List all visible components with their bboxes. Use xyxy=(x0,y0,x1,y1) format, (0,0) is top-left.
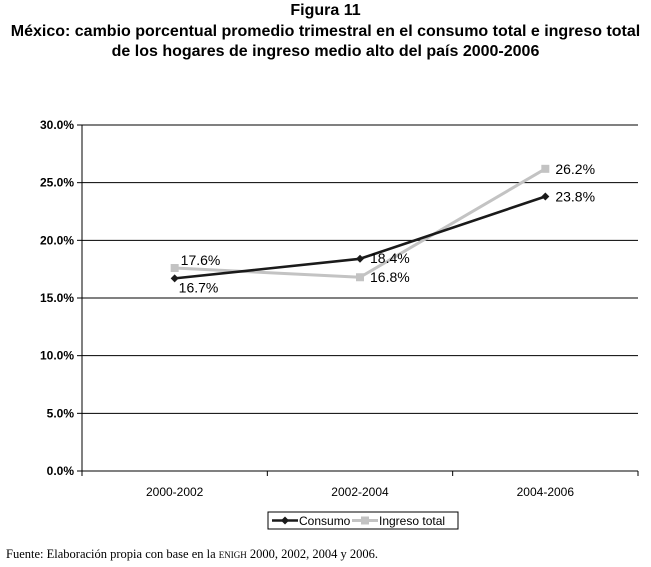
source-acronym: enigh xyxy=(218,547,247,561)
y-tick-label: 20.0% xyxy=(40,233,74,247)
point-consumo xyxy=(356,254,364,263)
data-label: 26.2% xyxy=(555,161,595,177)
source-prefix: Fuente: Elaboración propia con base en l… xyxy=(6,547,219,561)
data-label: 17.6% xyxy=(181,252,221,268)
point-consumo xyxy=(170,274,179,283)
series-line-consumo xyxy=(174,195,546,280)
source-suffix: 2000, 2002, 2004 y 2006. xyxy=(246,547,379,561)
axes: 0.0% 5.0% 10.0% 15.0% 20.0% 25.0% 30.0% 2000-20… xyxy=(40,118,639,499)
point-ingreso-total xyxy=(170,264,179,273)
y-tick-label: 0.0% xyxy=(47,464,75,478)
series xyxy=(170,164,550,283)
y-tick-label: 10.0% xyxy=(40,349,74,363)
chart-title: México: cambio porcentual promedio trime… xyxy=(10,23,641,60)
data-label: 16.8% xyxy=(370,269,410,285)
y-tick-label: 15.0% xyxy=(40,291,74,305)
data-labels: 16.7% 18.4% 23.8% 17.6% 16.8% 26.2% xyxy=(179,161,595,296)
data-label: 23.8% xyxy=(555,189,595,205)
legend-marker-square xyxy=(361,516,369,525)
y-tick-label: 30.0% xyxy=(40,118,74,132)
source-note: Fuente: Elaboración propia con base en l… xyxy=(6,547,646,562)
x-tick-label: 2002-2004 xyxy=(331,485,389,499)
point-consumo xyxy=(541,192,550,201)
x-tick-label: 2000-2002 xyxy=(146,485,204,499)
legend-label: Ingreso total xyxy=(379,514,445,528)
legend-marker-diamond xyxy=(281,516,289,525)
data-label: 16.7% xyxy=(179,279,219,295)
legend: Consumo Ingreso total xyxy=(267,511,459,530)
point-ingreso-total xyxy=(356,273,364,282)
y-tick-label: 25.0% xyxy=(40,176,74,190)
figure-label: Figura 11 xyxy=(290,2,361,19)
legend-label: Consumo xyxy=(299,514,351,528)
x-tick-label: 2004-2006 xyxy=(517,485,575,499)
grid-lines xyxy=(82,124,638,414)
data-label: 18.4% xyxy=(370,250,410,266)
point-ingreso-total xyxy=(541,164,550,173)
y-tick-label: 5.0% xyxy=(47,406,75,420)
